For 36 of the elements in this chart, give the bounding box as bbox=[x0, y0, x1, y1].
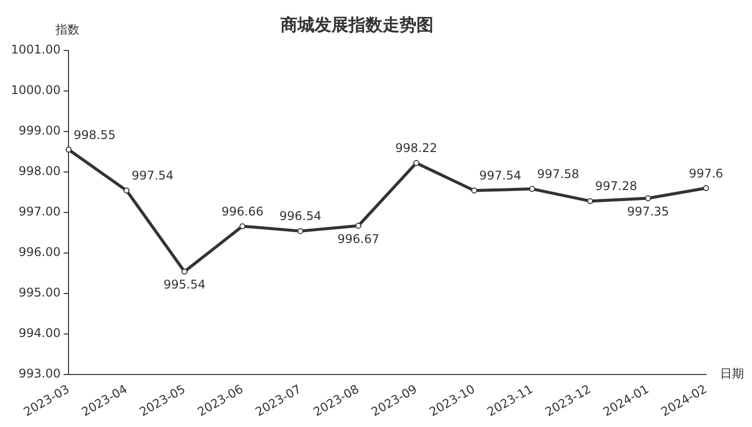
point bbox=[645, 195, 652, 202]
data-label: 997.35 bbox=[627, 204, 670, 218]
y-tick-label: 1001.00 bbox=[11, 42, 61, 57]
data-label: 997.28 bbox=[595, 179, 638, 194]
y-tick-label: 998.00 bbox=[18, 164, 61, 178]
chart-title: 商城发展指数走势图 bbox=[280, 16, 434, 36]
data-label: 997.58 bbox=[537, 167, 580, 182]
point bbox=[66, 146, 72, 153]
data-label: 998.55 bbox=[74, 128, 116, 142]
point bbox=[413, 160, 420, 166]
y-tick-label: 996.00 bbox=[18, 245, 61, 260]
y-tick-label: 999.00 bbox=[18, 124, 61, 138]
data-label: 997.54 bbox=[479, 168, 522, 183]
x-axis-title: 日期 bbox=[720, 366, 744, 381]
point bbox=[587, 198, 594, 204]
data-label: 997.54 bbox=[132, 168, 174, 183]
y-tick-label: 1000.00 bbox=[11, 83, 61, 98]
point bbox=[529, 186, 536, 192]
point bbox=[239, 223, 246, 230]
point bbox=[355, 222, 362, 229]
point bbox=[124, 188, 130, 194]
data-label: 996.66 bbox=[221, 204, 264, 218]
data-label: 996.54 bbox=[279, 209, 322, 224]
point bbox=[297, 228, 304, 234]
data-label: 997.6 bbox=[688, 166, 724, 180]
y-tick-label: 997.00 bbox=[18, 204, 61, 219]
y-tick-label: 993.00 bbox=[18, 366, 61, 381]
y-tick-label: 995.00 bbox=[18, 286, 61, 300]
data-label: 996.67 bbox=[337, 232, 380, 246]
point bbox=[471, 188, 478, 194]
point bbox=[703, 185, 709, 192]
point bbox=[182, 268, 188, 275]
y-axis-title: 指数 bbox=[54, 22, 80, 37]
y-tick-label: 994.00 bbox=[18, 326, 61, 340]
data-label: 998.22 bbox=[395, 141, 438, 156]
data-label: 995.54 bbox=[164, 278, 206, 292]
